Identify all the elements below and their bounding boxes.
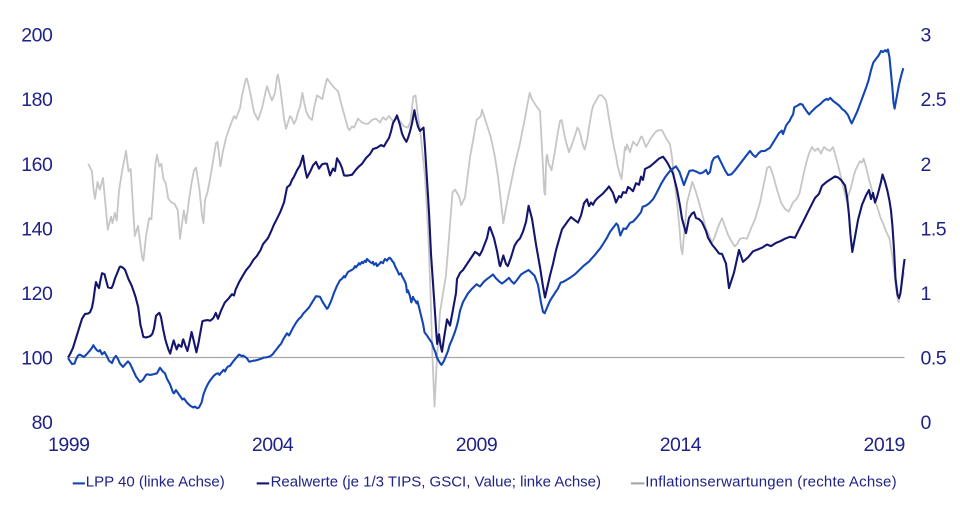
svg-text:0.5: 0.5 [921,348,947,370]
svg-text:Inflationserwartungen (rechte: Inflationserwartungen (rechte Achse) [645,474,897,491]
svg-text:1.5: 1.5 [921,218,947,240]
svg-text:0: 0 [921,412,932,434]
svg-text:2019: 2019 [864,434,905,456]
svg-text:80: 80 [32,412,53,434]
svg-text:1: 1 [921,283,931,305]
svg-text:2: 2 [921,154,931,176]
svg-text:160: 160 [21,154,53,176]
svg-text:LPP 40 (linke Achse): LPP 40 (linke Achse) [86,474,225,491]
svg-text:140: 140 [21,218,53,240]
svg-text:2004: 2004 [252,434,294,456]
svg-text:1999: 1999 [48,434,89,456]
svg-text:2009: 2009 [456,434,497,456]
svg-text:Realwerte (je 1/3 TIPS, GSCI,: Realwerte (je 1/3 TIPS, GSCI, Value; lin… [271,474,601,491]
svg-text:100: 100 [21,348,53,370]
svg-text:120: 120 [21,283,53,305]
svg-text:2014: 2014 [660,434,702,456]
svg-text:180: 180 [21,89,53,111]
svg-text:3: 3 [921,25,931,47]
svg-text:2.5: 2.5 [921,89,947,111]
svg-text:200: 200 [21,25,53,47]
